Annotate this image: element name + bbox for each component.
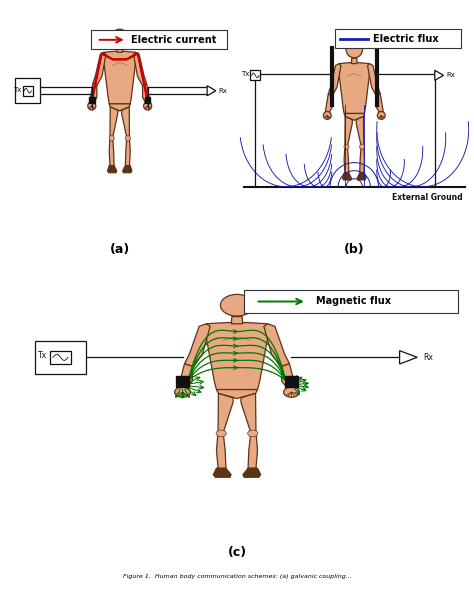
Polygon shape bbox=[109, 138, 114, 165]
Polygon shape bbox=[376, 94, 383, 113]
Circle shape bbox=[323, 112, 331, 119]
Polygon shape bbox=[241, 393, 256, 433]
Bar bbox=[285, 385, 298, 387]
Text: Figure 1.  Human body communication schemes: (a) galvanic coupling...: Figure 1. Human body communication schem… bbox=[123, 574, 351, 579]
Text: (a): (a) bbox=[109, 243, 130, 256]
Bar bbox=[176, 379, 189, 381]
Polygon shape bbox=[243, 468, 261, 478]
Polygon shape bbox=[110, 107, 118, 138]
Polygon shape bbox=[117, 47, 123, 52]
Polygon shape bbox=[344, 113, 365, 121]
FancyBboxPatch shape bbox=[335, 30, 461, 48]
Text: Rx: Rx bbox=[219, 88, 228, 94]
Circle shape bbox=[88, 102, 96, 110]
Circle shape bbox=[377, 112, 385, 119]
Polygon shape bbox=[123, 165, 132, 173]
Bar bbox=[50, 351, 71, 364]
Polygon shape bbox=[179, 364, 192, 388]
Bar bbox=[285, 376, 298, 379]
Polygon shape bbox=[184, 324, 210, 367]
Polygon shape bbox=[264, 324, 290, 367]
Text: Rx: Rx bbox=[423, 353, 433, 362]
Circle shape bbox=[346, 41, 363, 58]
Polygon shape bbox=[345, 116, 352, 146]
Text: (b): (b) bbox=[344, 243, 365, 256]
Polygon shape bbox=[400, 351, 417, 364]
Bar bbox=[285, 382, 298, 384]
Text: Magnetic flux: Magnetic flux bbox=[316, 296, 391, 307]
Polygon shape bbox=[143, 84, 150, 103]
Circle shape bbox=[344, 144, 349, 149]
Polygon shape bbox=[360, 145, 365, 173]
Bar bbox=[89, 97, 94, 103]
Bar bbox=[176, 385, 189, 387]
Polygon shape bbox=[356, 116, 364, 146]
Polygon shape bbox=[282, 364, 295, 388]
Bar bbox=[145, 97, 150, 103]
Polygon shape bbox=[435, 70, 444, 81]
Polygon shape bbox=[213, 468, 231, 478]
Polygon shape bbox=[248, 432, 257, 468]
Polygon shape bbox=[103, 52, 137, 104]
Bar bbox=[176, 376, 189, 379]
Polygon shape bbox=[122, 107, 129, 138]
Text: Electric current: Electric current bbox=[131, 35, 217, 45]
Text: (c): (c) bbox=[228, 546, 246, 559]
Polygon shape bbox=[231, 316, 243, 324]
Circle shape bbox=[360, 144, 365, 149]
Circle shape bbox=[144, 102, 152, 110]
Circle shape bbox=[111, 29, 128, 46]
Text: External Ground: External Ground bbox=[392, 193, 462, 202]
Polygon shape bbox=[93, 52, 106, 85]
Bar bbox=[285, 379, 298, 381]
Polygon shape bbox=[338, 62, 370, 113]
Polygon shape bbox=[344, 145, 349, 173]
Polygon shape bbox=[108, 165, 117, 173]
Circle shape bbox=[283, 387, 300, 398]
Polygon shape bbox=[134, 52, 146, 85]
Polygon shape bbox=[328, 64, 341, 96]
Text: Tx: Tx bbox=[13, 87, 21, 93]
Polygon shape bbox=[109, 104, 130, 111]
Text: Electric flux: Electric flux bbox=[373, 34, 438, 44]
Polygon shape bbox=[218, 393, 233, 433]
Polygon shape bbox=[325, 94, 332, 113]
Circle shape bbox=[109, 136, 114, 141]
Polygon shape bbox=[126, 138, 130, 165]
Polygon shape bbox=[352, 58, 357, 64]
Polygon shape bbox=[343, 173, 351, 180]
FancyBboxPatch shape bbox=[91, 30, 227, 50]
Circle shape bbox=[247, 430, 258, 437]
Bar bbox=[23, 85, 33, 96]
Circle shape bbox=[174, 387, 191, 398]
Polygon shape bbox=[217, 432, 226, 468]
Polygon shape bbox=[90, 84, 97, 103]
FancyBboxPatch shape bbox=[244, 290, 457, 313]
Bar bbox=[35, 341, 86, 374]
Polygon shape bbox=[217, 390, 257, 399]
Bar bbox=[250, 70, 260, 81]
Polygon shape bbox=[367, 64, 380, 96]
Circle shape bbox=[216, 430, 227, 437]
Polygon shape bbox=[207, 85, 216, 96]
Polygon shape bbox=[357, 173, 366, 180]
Text: Rx: Rx bbox=[446, 72, 455, 78]
Bar bbox=[176, 382, 189, 384]
Circle shape bbox=[125, 136, 130, 141]
Circle shape bbox=[220, 295, 254, 316]
Text: Tx: Tx bbox=[241, 71, 249, 77]
Text: Tx: Tx bbox=[38, 351, 47, 361]
Polygon shape bbox=[205, 322, 269, 390]
Bar bbox=[15, 78, 40, 104]
